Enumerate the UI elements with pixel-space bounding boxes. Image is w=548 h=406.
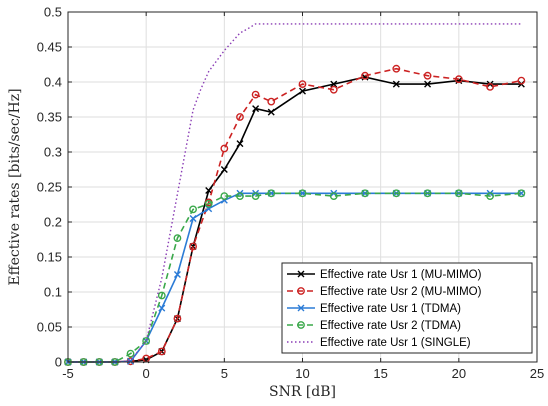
data-point	[157, 347, 166, 356]
legend-entry: Effective rate Usr 2 (TDMA)	[287, 320, 461, 332]
data-point	[220, 192, 229, 201]
y-tick-label: 0.45	[37, 40, 62, 55]
y-tick-label: 0.4	[44, 75, 62, 90]
legend-entry: Effective rate Usr 1 (SINGLE)	[287, 337, 471, 349]
legend-label: Effective rate Usr 1 (SINGLE)	[320, 337, 471, 349]
data-point	[251, 90, 260, 99]
data-point	[423, 189, 432, 198]
data-point	[236, 113, 244, 121]
y-tick-label: 0.35	[37, 110, 62, 125]
data-point	[220, 144, 229, 153]
y-tick-label: 0.2	[44, 215, 62, 230]
data-point	[423, 71, 432, 80]
legend-entry: Effective rate Usr 1 (TDMA)	[287, 303, 461, 315]
x-tick-label: 20	[452, 366, 466, 381]
data-point	[361, 71, 369, 80]
data-point	[127, 357, 135, 365]
legend-label: Effective rate Usr 1 (MU-MIMO)	[320, 269, 482, 281]
data-point	[205, 187, 213, 194]
data-point	[517, 189, 526, 198]
y-tick-label: 0.05	[37, 320, 62, 335]
data-point	[189, 215, 197, 222]
legend: Effective rate Usr 1 (MU-MIMO) Effective …	[281, 262, 533, 354]
data-point	[252, 105, 260, 113]
data-point	[126, 349, 135, 358]
data-point	[298, 189, 307, 198]
data-point	[267, 189, 276, 198]
legend-marker	[297, 304, 305, 312]
legend-marker	[297, 270, 305, 278]
axis-ticks: -5 0 5 10 15 20 2500.050.10.150.20.250.30.350.…	[37, 5, 545, 382]
data-point	[220, 166, 228, 173]
data-point	[189, 242, 197, 251]
data-point	[392, 80, 400, 88]
data-point	[329, 192, 338, 201]
y-tick-label: 0.25	[37, 180, 62, 195]
data-point	[392, 64, 401, 73]
x-tick-label: 10	[295, 366, 309, 381]
data-point	[173, 234, 182, 243]
data-point	[454, 75, 463, 84]
y-tick-label: 0.15	[37, 250, 62, 265]
x-tick-label: 0	[143, 366, 150, 381]
x-axis-label: SNR [dB]	[269, 384, 336, 400]
x-tick-label: 5	[221, 366, 228, 381]
x-tick-label: 25	[530, 366, 544, 381]
x-tick-label: 15	[373, 366, 387, 381]
legend-label: Effective rate Usr 1 (TDMA)	[320, 303, 461, 315]
y-tick-label: 0.1	[44, 285, 62, 300]
data-point	[251, 192, 260, 201]
legend-label: Effective rate Usr 2 (TDMA)	[320, 320, 461, 332]
data-point	[299, 87, 306, 95]
data-point	[486, 192, 494, 201]
legend-box	[281, 262, 533, 354]
y-tick-label: 0.3	[44, 145, 62, 160]
legend-entry: Effective rate Usr 2 (MU-MIMO)	[287, 286, 482, 298]
data-point	[424, 80, 432, 88]
data-point	[189, 205, 197, 214]
data-point	[267, 97, 276, 106]
data-point	[173, 271, 181, 278]
data-point	[298, 80, 307, 89]
data-point	[158, 304, 166, 312]
legend-marker	[297, 287, 305, 295]
data-point	[486, 83, 494, 91]
data-point	[267, 108, 275, 116]
legend-entry: Effective rate Usr 1 (MU-MIMO)	[287, 269, 482, 281]
data-point	[330, 80, 338, 88]
legend-marker	[297, 321, 305, 329]
data-point	[142, 337, 151, 345]
data-point	[454, 189, 463, 198]
data-point	[204, 199, 213, 208]
data-point	[392, 189, 401, 198]
data-point	[157, 291, 166, 300]
data-point	[173, 314, 182, 323]
data-point	[361, 189, 369, 198]
x-tick-label: -5	[62, 366, 74, 381]
y-tick-label: 0	[55, 355, 62, 370]
data-point	[236, 140, 244, 148]
y-axis-label: Effective rates [bits/sec/Hz]	[7, 88, 23, 285]
data-point	[236, 192, 244, 201]
series-line	[68, 192, 522, 363]
data-point	[329, 85, 338, 94]
legend-label: Effective rate Usr 2 (MU-MIMO)	[320, 286, 482, 298]
data-point	[517, 76, 526, 85]
y-tick-label: 0.5	[44, 5, 62, 20]
